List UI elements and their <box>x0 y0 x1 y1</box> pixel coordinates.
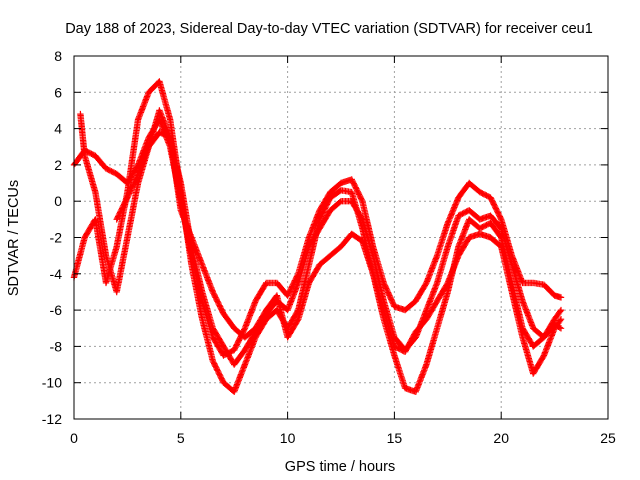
x-tick-label: 20 <box>493 430 509 446</box>
y-tick-label: -12 <box>42 411 62 427</box>
x-tick-label: 5 <box>177 430 185 446</box>
y-tick-label: -4 <box>50 266 63 282</box>
x-tick-label: 25 <box>600 430 616 446</box>
y-tick-label: 2 <box>54 157 62 173</box>
y-tick-label: 0 <box>54 193 62 209</box>
data-point-markers <box>113 129 565 377</box>
y-tick-label: -2 <box>50 230 63 246</box>
y-tick-label: 4 <box>54 121 62 137</box>
axis-ticks <box>73 55 609 420</box>
x-tick-label: 15 <box>387 430 403 446</box>
y-tick-label: 6 <box>54 84 62 100</box>
chart-title: Day 188 of 2023, Sidereal Day-to-day VTE… <box>65 21 593 37</box>
y-tick-label: -10 <box>42 375 62 391</box>
x-axis-label: GPS time / hours <box>285 459 395 475</box>
y-tick-label: -6 <box>50 302 63 318</box>
y-tick-label: 8 <box>54 48 62 64</box>
series-track-4 <box>113 129 565 377</box>
x-tick-label: 0 <box>70 430 78 446</box>
x-tick-label: 10 <box>280 430 296 446</box>
data-points <box>70 78 565 395</box>
tick-labels: 0 5 10 15 20 25 -12 -10 -8 -6 -4 -2 0 2 4 6 8 <box>42 48 616 446</box>
y-axis-label: SDTVAR / TECUs <box>6 180 22 296</box>
y-tick-label: -8 <box>50 338 63 354</box>
